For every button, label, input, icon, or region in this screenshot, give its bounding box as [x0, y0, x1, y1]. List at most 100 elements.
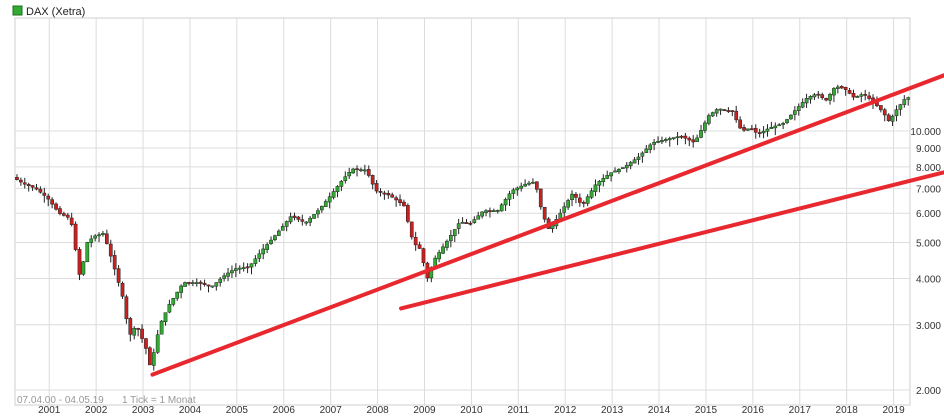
- candle-up: [527, 182, 531, 185]
- candle-down: [116, 268, 121, 283]
- x-tick-label: 2009: [413, 405, 436, 413]
- candle-up: [214, 282, 219, 287]
- candle-up: [437, 252, 441, 260]
- candle-down: [843, 86, 848, 90]
- candle-down: [726, 110, 731, 112]
- candle-up: [660, 140, 664, 143]
- candle-up: [640, 152, 645, 157]
- candle-down: [105, 233, 109, 244]
- candle-up: [562, 206, 567, 213]
- candle-up: [257, 253, 262, 259]
- candle-down: [26, 184, 31, 186]
- candle-up: [566, 200, 570, 208]
- candle-up: [609, 172, 613, 177]
- candle-down: [34, 187, 39, 190]
- candle-up: [648, 144, 653, 150]
- candle-down: [366, 169, 371, 176]
- candle-up: [699, 130, 703, 138]
- candle-up: [456, 223, 461, 229]
- x-tick-label: 2010: [460, 405, 483, 413]
- x-tick-label: 2005: [226, 405, 249, 413]
- candle-up: [593, 184, 598, 192]
- candle-down: [65, 214, 70, 218]
- candle-up: [179, 285, 183, 293]
- candle-down: [730, 110, 735, 113]
- candle-up: [308, 217, 312, 223]
- candle-down: [198, 281, 203, 284]
- candle-down: [824, 98, 828, 101]
- candle-up: [898, 104, 903, 110]
- candle-up: [663, 139, 668, 141]
- candle-up: [714, 109, 719, 114]
- candle-down: [468, 222, 473, 225]
- candle-up: [765, 128, 770, 132]
- candle-down: [683, 135, 688, 139]
- candle-up: [89, 238, 94, 243]
- candle-up: [241, 267, 246, 269]
- candle-up: [312, 214, 316, 219]
- candle-down: [402, 201, 406, 207]
- candle-down: [46, 195, 51, 200]
- candle-up: [331, 191, 336, 198]
- candle-up: [894, 109, 899, 117]
- candle-up: [503, 199, 508, 206]
- candle-up: [327, 196, 332, 203]
- candle-down: [42, 192, 47, 196]
- candle-down: [374, 183, 379, 192]
- x-tick-label: 2017: [789, 405, 812, 413]
- candle-down: [742, 127, 746, 131]
- candle-up: [585, 196, 590, 204]
- candle-up: [151, 352, 156, 366]
- candle-up: [519, 185, 524, 189]
- candle-up: [226, 272, 230, 277]
- candle-up: [132, 327, 137, 336]
- candle-up: [492, 210, 496, 212]
- candle-down: [296, 216, 301, 220]
- candle-up: [191, 282, 195, 284]
- candle-up: [460, 221, 465, 224]
- x-tick-label: 2004: [179, 405, 202, 413]
- candle-down: [749, 128, 754, 131]
- candle-down: [409, 221, 414, 238]
- candle-down: [722, 109, 727, 111]
- candle-down: [128, 318, 133, 335]
- candle-up: [265, 244, 269, 250]
- candle-down: [394, 197, 398, 201]
- candle-up: [304, 221, 309, 224]
- x-tick-label: 2008: [366, 405, 389, 413]
- candle-up: [800, 102, 805, 108]
- candle-up: [234, 268, 238, 271]
- x-tick-label: 2002: [85, 405, 108, 413]
- y-tick-label: 5.000: [916, 239, 941, 250]
- candle-up: [237, 267, 242, 270]
- candle-down: [124, 296, 129, 320]
- candle-down: [386, 193, 391, 196]
- candle-up: [675, 136, 680, 139]
- candle-up: [804, 98, 809, 104]
- x-tick-label: 2019: [882, 405, 905, 413]
- candle-down: [816, 93, 821, 96]
- candle-up: [347, 172, 352, 177]
- legend-label: DAX (Xetra): [26, 6, 85, 18]
- candle-up: [280, 226, 285, 231]
- candle-up: [796, 106, 801, 111]
- candle-down: [488, 210, 492, 212]
- trend-line: [150, 73, 944, 377]
- candle-up: [476, 215, 481, 220]
- candle-up: [335, 186, 340, 193]
- candle-up: [906, 97, 911, 100]
- candle-down: [77, 249, 82, 275]
- candle-up: [97, 234, 101, 237]
- candle-up: [249, 263, 254, 268]
- candle-up: [343, 176, 348, 181]
- candle-down: [19, 179, 23, 183]
- y-tick-label: 9.000: [916, 144, 941, 155]
- candle-up: [812, 94, 817, 98]
- y-tick-label: 8.000: [916, 163, 941, 174]
- candle-up: [316, 210, 320, 215]
- candle-up: [620, 167, 625, 169]
- candle-up: [671, 137, 676, 139]
- candle-up: [85, 242, 90, 263]
- candle-down: [757, 132, 762, 134]
- candle-up: [785, 119, 789, 123]
